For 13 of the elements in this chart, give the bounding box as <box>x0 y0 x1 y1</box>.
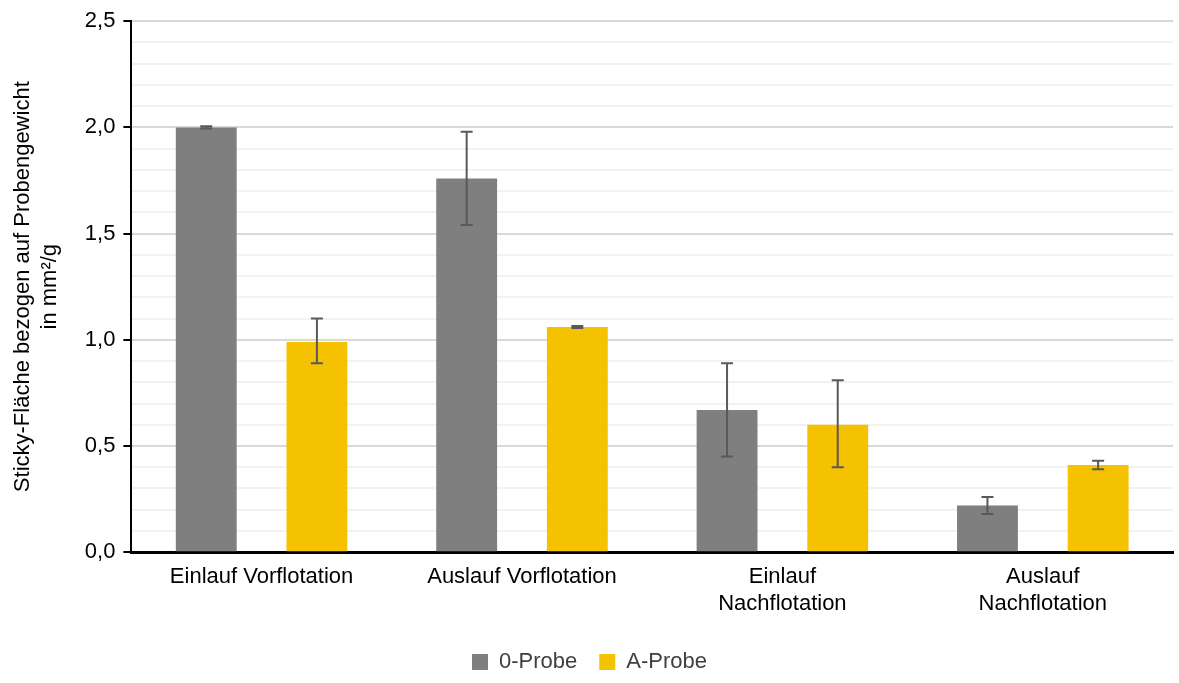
y-tick-label: 0,0 <box>84 538 116 564</box>
x-tick-label: Einlauf Nachflotation <box>718 563 847 615</box>
legend-label: A-Probe <box>626 648 707 674</box>
y-tick-label: 2,5 <box>84 7 116 33</box>
y-axis-title: Sticky-Fläche bezogen auf Probengewicht in mm²/g <box>9 81 61 493</box>
y-tick-label: 1,5 <box>84 219 116 245</box>
x-tick-label: Einlauf Vorflotation <box>169 563 354 589</box>
legend-label: 0-Probe <box>499 648 578 674</box>
y-tick-label: 2,0 <box>84 113 116 139</box>
y-tick-label: 0,5 <box>84 432 116 458</box>
x-tick-label: Auslauf Nachflotation <box>978 563 1108 615</box>
x-tick-label: Auslauf Vorflotation <box>427 563 617 589</box>
y-tick-label: 1,0 <box>84 325 116 351</box>
